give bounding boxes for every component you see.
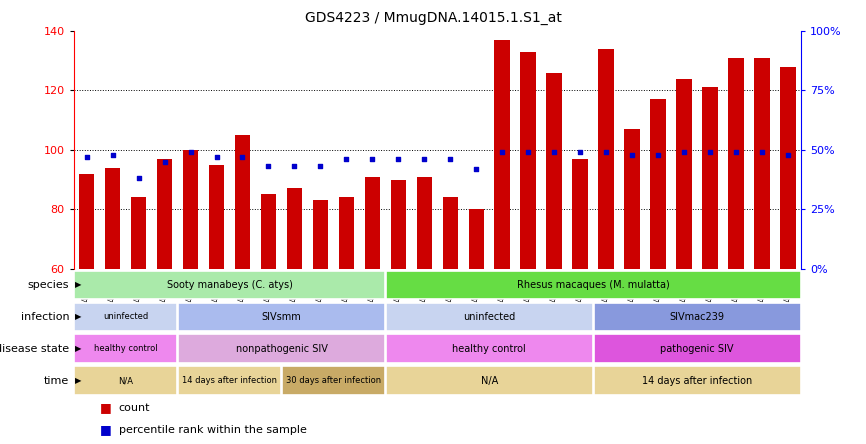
Bar bbox=[702, 87, 718, 269]
Text: ▶: ▶ bbox=[75, 280, 82, 289]
Bar bbox=[572, 159, 588, 269]
Bar bbox=[183, 150, 198, 269]
Text: ▶: ▶ bbox=[75, 376, 82, 385]
Point bbox=[106, 151, 120, 158]
Text: Rhesus macaques (M. mulatta): Rhesus macaques (M. mulatta) bbox=[517, 280, 669, 289]
Point bbox=[781, 151, 795, 158]
Point bbox=[729, 149, 743, 156]
Bar bbox=[74, 270, 385, 299]
Text: uninfected: uninfected bbox=[103, 312, 148, 321]
Text: species: species bbox=[28, 280, 69, 289]
Bar bbox=[780, 67, 796, 269]
Bar bbox=[594, 302, 800, 331]
Text: ▶: ▶ bbox=[75, 344, 82, 353]
Text: time: time bbox=[44, 376, 69, 385]
Text: ▶: ▶ bbox=[75, 312, 82, 321]
Bar bbox=[676, 79, 692, 269]
Point bbox=[521, 149, 535, 156]
Point bbox=[547, 149, 561, 156]
Text: Sooty manabeys (C. atys): Sooty manabeys (C. atys) bbox=[166, 280, 293, 289]
Point bbox=[651, 151, 665, 158]
Bar bbox=[386, 270, 800, 299]
Bar bbox=[178, 302, 385, 331]
Bar bbox=[594, 334, 800, 363]
Text: N/A: N/A bbox=[118, 376, 133, 385]
Text: 14 days after infection: 14 days after infection bbox=[642, 376, 753, 385]
Text: ■: ■ bbox=[100, 401, 112, 414]
Text: percentile rank within the sample: percentile rank within the sample bbox=[119, 425, 307, 435]
Bar bbox=[157, 159, 172, 269]
Point bbox=[443, 156, 457, 163]
Text: infection: infection bbox=[21, 312, 69, 321]
Point bbox=[262, 163, 275, 170]
Bar bbox=[728, 58, 744, 269]
Bar bbox=[469, 209, 484, 269]
Bar bbox=[546, 73, 562, 269]
Point bbox=[755, 149, 769, 156]
Bar bbox=[624, 129, 640, 269]
Bar bbox=[754, 58, 770, 269]
Point bbox=[573, 149, 587, 156]
Bar bbox=[178, 334, 385, 363]
Bar bbox=[391, 179, 406, 269]
Bar bbox=[520, 52, 536, 269]
Bar bbox=[339, 198, 354, 269]
Point bbox=[184, 149, 197, 156]
Text: SIVmac239: SIVmac239 bbox=[669, 312, 725, 321]
Text: nonpathogenic SIV: nonpathogenic SIV bbox=[236, 344, 327, 353]
Point bbox=[677, 149, 691, 156]
Point bbox=[339, 156, 353, 163]
Point bbox=[158, 158, 171, 165]
Bar bbox=[287, 188, 302, 269]
Bar bbox=[386, 302, 592, 331]
Text: healthy control: healthy control bbox=[452, 344, 527, 353]
Bar bbox=[131, 198, 146, 269]
Bar bbox=[386, 334, 592, 363]
Bar bbox=[235, 135, 250, 269]
Point bbox=[417, 156, 431, 163]
Bar bbox=[178, 366, 281, 395]
Point bbox=[288, 163, 301, 170]
Bar bbox=[261, 194, 276, 269]
Bar bbox=[443, 198, 458, 269]
Bar bbox=[386, 366, 592, 395]
Text: SIVsmm: SIVsmm bbox=[262, 312, 301, 321]
Bar bbox=[74, 334, 177, 363]
Point bbox=[391, 156, 405, 163]
Text: pathogenic SIV: pathogenic SIV bbox=[661, 344, 734, 353]
Point bbox=[313, 163, 327, 170]
Bar bbox=[74, 366, 177, 395]
Point bbox=[132, 175, 145, 182]
Bar bbox=[282, 366, 385, 395]
Bar bbox=[598, 49, 614, 269]
Text: uninfected: uninfected bbox=[463, 312, 515, 321]
Point bbox=[703, 149, 717, 156]
Text: 14 days after infection: 14 days after infection bbox=[182, 376, 277, 385]
Text: ■: ■ bbox=[100, 423, 112, 436]
Point bbox=[365, 156, 379, 163]
Text: count: count bbox=[119, 403, 150, 412]
Bar bbox=[79, 174, 94, 269]
Point bbox=[625, 151, 639, 158]
Bar bbox=[594, 366, 800, 395]
Bar bbox=[74, 302, 177, 331]
Point bbox=[599, 149, 613, 156]
Bar bbox=[494, 40, 510, 269]
Bar bbox=[313, 200, 328, 269]
Text: disease state: disease state bbox=[0, 344, 69, 353]
Bar bbox=[105, 168, 120, 269]
Text: 30 days after infection: 30 days after infection bbox=[286, 376, 381, 385]
Bar bbox=[209, 165, 224, 269]
Point bbox=[495, 149, 509, 156]
Bar bbox=[417, 177, 432, 269]
Point bbox=[236, 154, 249, 161]
Point bbox=[469, 165, 483, 172]
Text: GDS4223 / MmugDNA.14015.1.S1_at: GDS4223 / MmugDNA.14015.1.S1_at bbox=[305, 11, 561, 25]
Point bbox=[210, 154, 223, 161]
Text: healthy control: healthy control bbox=[94, 344, 158, 353]
Bar bbox=[365, 177, 380, 269]
Text: N/A: N/A bbox=[481, 376, 498, 385]
Point bbox=[80, 154, 94, 161]
Bar bbox=[650, 99, 666, 269]
